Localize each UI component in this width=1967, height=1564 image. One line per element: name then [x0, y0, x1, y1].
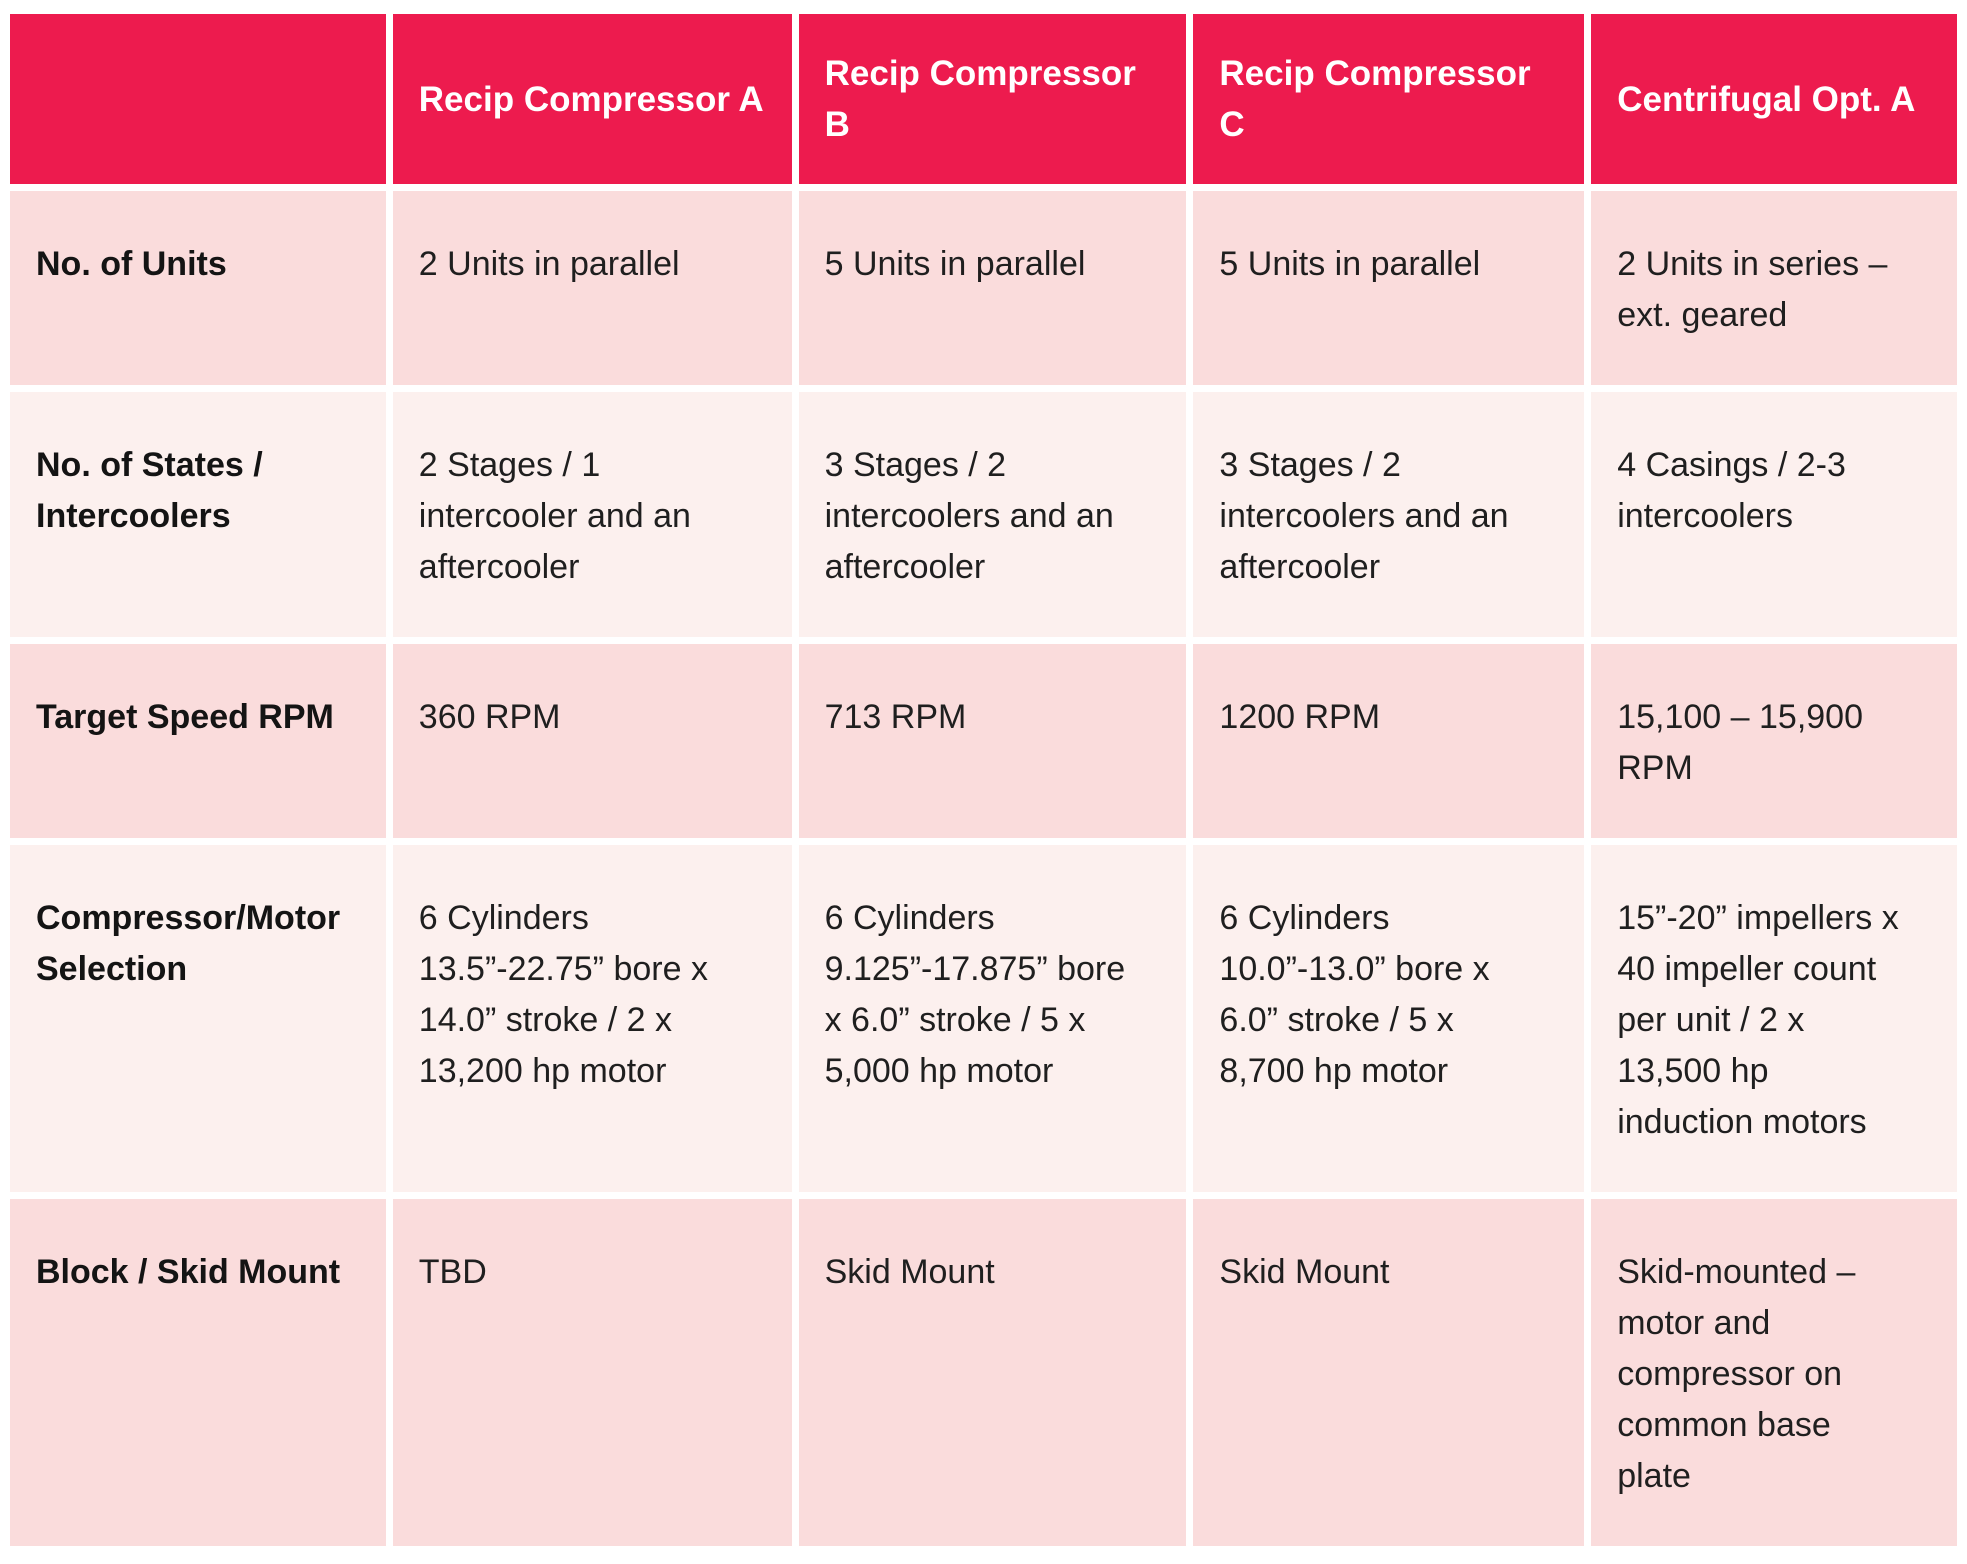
column-header-centrifugal-a: Centrifugal Opt. A — [1591, 14, 1957, 184]
column-header-recip-b: Recip Compressor B — [798, 14, 1187, 184]
table-row-no-of-units: No. of Units 2 Units in parallel 5 Units… — [10, 191, 1957, 385]
compressor-comparison-table: Recip Compressor A Recip Compressor B Re… — [3, 7, 1964, 1553]
header-row: Recip Compressor A Recip Compressor B Re… — [10, 14, 1957, 184]
table-cell: 15”-20” impellers x 40 impeller count pe… — [1591, 845, 1957, 1192]
table-cell: 5 Units in parallel — [1193, 191, 1585, 385]
table-cell: 5 Units in parallel — [798, 191, 1187, 385]
table-cell: Skid Mount — [1193, 1199, 1585, 1546]
row-label: Compressor/Motor Selection — [10, 845, 386, 1192]
table-row-compressor-motor-selection: Compressor/Motor Selection 6 Cylinders 1… — [10, 845, 1957, 1192]
table-cell: TBD — [392, 1199, 792, 1546]
corner-header-cell — [10, 14, 386, 184]
table-cell: 360 RPM — [392, 644, 792, 838]
table-cell: 15,100 – 15,900 RPM — [1591, 644, 1957, 838]
row-label: Target Speed RPM — [10, 644, 386, 838]
table-cell: 1200 RPM — [1193, 644, 1585, 838]
row-label: No. of States / Intercoolers — [10, 392, 386, 637]
table-cell: Skid Mount — [798, 1199, 1187, 1546]
table-row-block-skid-mount: Block / Skid Mount TBD Skid Mount Skid M… — [10, 1199, 1957, 1546]
table-row-target-speed: Target Speed RPM 360 RPM 713 RPM 1200 RP… — [10, 644, 1957, 838]
table-row-states-intercoolers: No. of States / Intercoolers 2 Stages / … — [10, 392, 1957, 637]
table-cell: 6 Cylinders 10.0”-13.0” bore x 6.0” stro… — [1193, 845, 1585, 1192]
table-cell: 6 Cylinders 9.125”-17.875” bore x 6.0” s… — [798, 845, 1187, 1192]
table-cell: 713 RPM — [798, 644, 1187, 838]
table-cell: 2 Units in series – ext. geared — [1591, 191, 1957, 385]
column-header-recip-c: Recip Compressor C — [1193, 14, 1585, 184]
table-cell: Skid-mounted – motor and compressor on c… — [1591, 1199, 1957, 1546]
table-cell: 3 Stages / 2 intercoolers and an afterco… — [798, 392, 1187, 637]
table-cell: 3 Stages / 2 intercoolers and an afterco… — [1193, 392, 1585, 637]
table-cell: 4 Casings / 2-3 intercoolers — [1591, 392, 1957, 637]
row-label: No. of Units — [10, 191, 386, 385]
table-cell: 6 Cylinders 13.5”-22.75” bore x 14.0” st… — [392, 845, 792, 1192]
table-cell: 2 Stages / 1 intercooler and an aftercoo… — [392, 392, 792, 637]
column-header-recip-a: Recip Compressor A — [392, 14, 792, 184]
row-label: Block / Skid Mount — [10, 1199, 386, 1546]
table-cell: 2 Units in parallel — [392, 191, 792, 385]
